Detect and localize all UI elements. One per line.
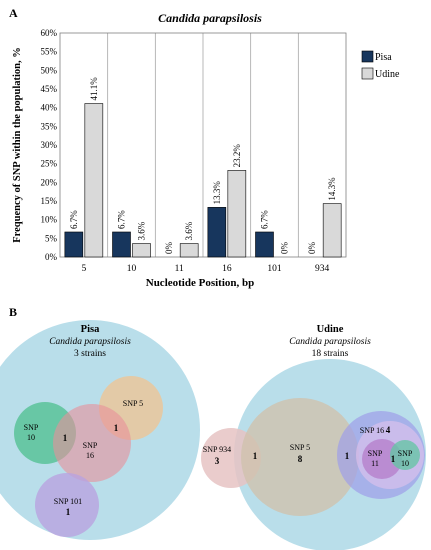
- x-tick-label: 101: [267, 264, 282, 274]
- pisa-snp5-label: SNP 5: [123, 399, 143, 408]
- x-tick-label: 934: [315, 264, 330, 274]
- bar-label-udine-101: 0%: [280, 242, 290, 255]
- bar-label-pisa-16: 13.3%: [212, 181, 222, 205]
- y-tick-label: 5%: [45, 233, 58, 243]
- y-tick-label: 25%: [41, 159, 58, 169]
- bar-label-pisa-934: 0%: [307, 242, 317, 255]
- udine-title: Udine: [317, 324, 344, 335]
- legend-swatch-udine: [361, 67, 374, 80]
- udine-snp5-circle: [241, 398, 359, 516]
- plot-frame: [59, 32, 347, 258]
- pisa-count-snp101: 1: [66, 507, 71, 517]
- bar-label-udine-5: 41.1%: [89, 77, 99, 101]
- udine-count-snp5-16: 1: [345, 451, 350, 461]
- udine-species: Candida parapsilosis: [289, 337, 371, 347]
- venn-pisa: Pisa Candida parapsilosis 3 strains SNP …: [0, 320, 200, 540]
- udine-count-snp934-5: 1: [253, 451, 258, 461]
- bar-udine-934: [322, 203, 342, 258]
- pisa-count-snp10-16: 1: [63, 433, 68, 443]
- bar-pisa-101: [255, 231, 274, 258]
- x-tick-label: 11: [175, 264, 184, 274]
- udine-snp5-label: SNP 5: [290, 443, 310, 452]
- y-tick-label: 40%: [41, 103, 58, 113]
- chart-title: Candida parapsilosis: [158, 11, 262, 25]
- bar-label-pisa-10: 6.7%: [117, 210, 127, 229]
- y-tick-label: 35%: [41, 121, 58, 131]
- venn-udine: Udine Candida parapsilosis 18 strains SN…: [201, 324, 426, 550]
- y-tick-label: 55%: [41, 47, 58, 57]
- y-tick-label: 50%: [41, 65, 58, 75]
- legend: Pisa Udine: [361, 50, 400, 80]
- x-tick-label: 16: [222, 264, 232, 274]
- bar-label-udine-934: 14.3%: [327, 177, 337, 201]
- bar-label-udine-11: 3.6%: [184, 221, 194, 240]
- udine-snp10-label-line1: SNP: [398, 449, 413, 458]
- y-axis-label: Frequency of SNP within the population, …: [12, 47, 23, 243]
- category-separators: [107, 33, 299, 257]
- legend-label-udine: Udine: [375, 69, 400, 80]
- udine-snp11-label-line1: SNP: [368, 449, 383, 458]
- bar-label-pisa-11: 0%: [164, 242, 174, 255]
- pisa-count-snp5-16: 1: [114, 423, 119, 433]
- bar-udine-5: [84, 103, 104, 258]
- bar-pisa-16: [207, 207, 227, 258]
- udine-snp11-label-line2: 11: [371, 459, 379, 468]
- x-axis-ticks: 5 10 11 16 101 934: [81, 264, 329, 274]
- udine-snp934-label: SNP 934: [203, 445, 231, 454]
- bar-label-udine-16: 23.2%: [232, 144, 242, 168]
- bar-label-udine-10: 3.6%: [137, 221, 147, 240]
- pisa-snp101-circle: [35, 473, 99, 537]
- udine-count-snp934: 3: [215, 456, 220, 466]
- x-axis-label: Nucleotide Position, bp: [146, 277, 254, 289]
- udine-count-snp5: 8: [298, 454, 303, 464]
- pisa-title: Pisa: [81, 324, 100, 335]
- bar-label-pisa-101: 6.7%: [260, 210, 270, 229]
- pisa-snp16-circle: [53, 404, 131, 482]
- legend-label-pisa: Pisa: [375, 52, 392, 63]
- pisa-strains: 3 strains: [74, 349, 106, 359]
- bar-chart: 0%5%10%15%20%25%30%35%40%45%50%55%60% 6.…: [12, 28, 400, 289]
- panel-label-a: A: [9, 6, 18, 20]
- pisa-snp10-label-line2: 10: [27, 433, 35, 442]
- y-tick-label: 15%: [41, 196, 58, 206]
- x-tick-label: 5: [81, 264, 86, 274]
- y-tick-label: 30%: [41, 140, 58, 150]
- y-tick-label: 45%: [41, 84, 58, 94]
- bar-label-pisa-5: 6.7%: [69, 210, 79, 229]
- x-tick-label: 10: [127, 264, 137, 274]
- pisa-snp16-label-line1: SNP: [83, 441, 98, 450]
- panel-label-b: B: [9, 305, 17, 319]
- pisa-snp101-label: SNP 101: [54, 497, 82, 506]
- bar-pisa-10: [112, 231, 131, 258]
- udine-count-snp11: 1: [391, 454, 396, 464]
- y-tick-label: 10%: [41, 215, 58, 225]
- udine-count-snp16: 4: [386, 425, 391, 435]
- udine-snp10-label-line2: 10: [401, 459, 409, 468]
- y-tick-label: 20%: [41, 177, 58, 187]
- udine-snp10-circle: [390, 440, 420, 470]
- bar-pisa-5: [64, 231, 84, 258]
- bars: [64, 103, 342, 258]
- bar-udine-11: [179, 243, 199, 258]
- pisa-species: Candida parapsilosis: [49, 337, 131, 347]
- y-tick-label: 0%: [45, 252, 58, 262]
- bar-udine-16: [227, 170, 247, 258]
- pisa-snp16-label-line2: 16: [86, 451, 94, 460]
- y-axis: 0% 5% 10% 15% 20% 25% 30% 35% 40% 45% 50% 55% 60%: [41, 28, 58, 262]
- y-tick-label: 60%: [41, 28, 58, 38]
- udine-snp16-label: SNP 16: [360, 426, 384, 435]
- udine-strains: 18 strains: [312, 349, 349, 359]
- bar-value-labels: 6.7% 41.1% 6.7% 3.6% 0% 3.6% 13.3% 23.2% 6.7% 0% 0…: [69, 77, 337, 254]
- pisa-snp10-label-line1: SNP: [24, 423, 39, 432]
- legend-swatch-pisa: [361, 50, 374, 63]
- bar-udine-10: [132, 243, 151, 258]
